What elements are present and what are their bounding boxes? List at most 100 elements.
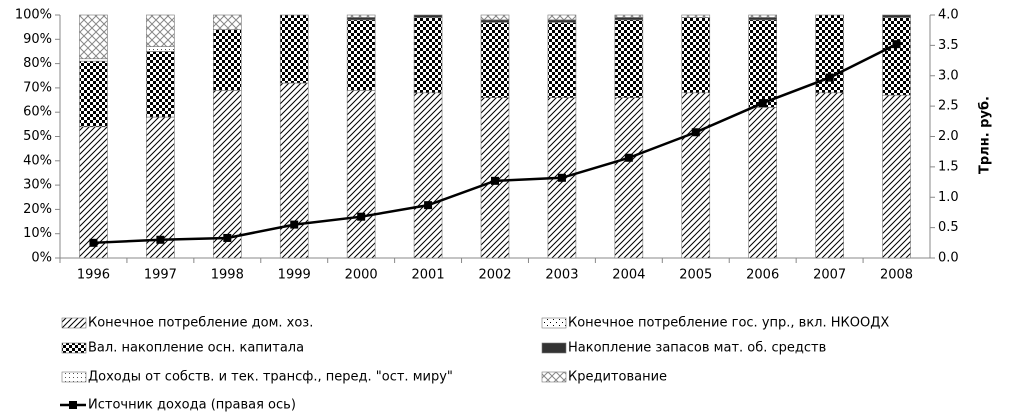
legend-label: Вал. накопление осн. капитала xyxy=(88,341,304,356)
line-marker xyxy=(557,173,566,182)
bar-segment xyxy=(547,14,577,21)
bar-segment xyxy=(213,90,242,259)
x-tick-label: 1999 xyxy=(278,268,311,283)
legend-label: Накопление запасов мат. об. средств xyxy=(568,341,826,356)
bar-segment xyxy=(79,60,108,128)
x-tick-label: 2007 xyxy=(813,268,846,283)
line-marker xyxy=(491,176,499,185)
line-marker xyxy=(758,99,767,108)
y-tick-label: 0% xyxy=(31,251,52,266)
legend-marker xyxy=(69,401,77,409)
line-marker xyxy=(290,220,299,229)
y2-tick-label: 3.0 xyxy=(938,68,959,83)
legend-label: Кредитование xyxy=(568,370,667,385)
y2-axis-label: Трлн. руб. xyxy=(978,96,993,174)
bar-segment xyxy=(480,19,510,23)
line-marker xyxy=(691,128,700,137)
line-marker xyxy=(825,73,834,82)
bar-segment xyxy=(79,58,108,62)
bar-segment xyxy=(547,19,577,23)
x-tick-label: 1998 xyxy=(211,268,244,283)
bar-segment xyxy=(882,94,911,259)
bar-segment xyxy=(748,107,777,259)
y2-tick-label: 3.5 xyxy=(938,38,959,53)
bar-segment xyxy=(413,14,443,18)
y2-tick-label: 4.0 xyxy=(938,8,959,23)
bar-segment xyxy=(882,14,911,18)
line-marker xyxy=(424,201,433,210)
x-tick-label: 2004 xyxy=(612,268,645,283)
y-tick-label: 80% xyxy=(23,56,52,71)
legend-label: Конечное потребление дом. хоз. xyxy=(88,316,313,331)
y-tick-label: 10% xyxy=(23,226,52,241)
bar-segment xyxy=(213,14,242,30)
line-marker xyxy=(624,153,633,162)
legend-swatch xyxy=(541,371,567,383)
legend-label: Конечное потребление гос. упр., вкл. НКО… xyxy=(568,316,889,331)
bar-segment xyxy=(614,17,644,21)
bar-segment xyxy=(279,14,309,84)
y-tick-label: 100% xyxy=(15,8,52,23)
line-marker xyxy=(156,235,165,244)
bar-segment xyxy=(614,97,644,259)
bar-segment xyxy=(346,90,376,259)
bar-segment xyxy=(146,14,175,47)
bar-segment xyxy=(79,14,108,60)
y2-tick-label: 1.0 xyxy=(938,190,959,205)
bar-segment xyxy=(480,14,510,21)
x-tick-label: 2002 xyxy=(478,268,511,283)
x-tick-label: 1997 xyxy=(144,268,177,283)
bar-segment xyxy=(681,17,711,94)
bar-segment xyxy=(413,17,443,94)
x-tick-label: 1996 xyxy=(77,268,110,283)
bar-segment xyxy=(547,21,577,98)
x-tick-label: 2008 xyxy=(880,268,913,283)
y2-tick-label: 0.0 xyxy=(938,251,959,266)
bar-segment xyxy=(146,46,175,52)
bar-segment xyxy=(413,92,443,259)
bar-segment xyxy=(279,82,309,259)
bar-segment xyxy=(748,17,777,21)
legend-label: Источник дохода (правая ось) xyxy=(88,398,296,413)
bar-segment xyxy=(882,17,911,96)
line-marker xyxy=(223,233,232,242)
y-tick-label: 40% xyxy=(23,153,52,168)
line-marker xyxy=(892,40,901,49)
legend-swatch xyxy=(541,342,567,354)
bar-segment xyxy=(748,19,777,108)
legend-label: Доходы от собств. и тек. трансф., перед.… xyxy=(88,370,453,385)
bar-segment xyxy=(213,29,242,91)
y-tick-label: 30% xyxy=(23,178,52,193)
x-tick-label: 2000 xyxy=(345,268,378,283)
y-tick-label: 50% xyxy=(23,129,52,144)
legend-swatch xyxy=(61,317,87,329)
y2-tick-label: 0.5 xyxy=(938,220,959,235)
line-marker xyxy=(357,212,366,221)
bar-segment xyxy=(346,14,376,18)
bar-segment xyxy=(480,21,510,98)
bar-segment xyxy=(346,17,376,21)
legend-swatch xyxy=(61,342,87,354)
bar-segment xyxy=(614,14,644,18)
line-marker xyxy=(89,238,98,247)
y-tick-label: 20% xyxy=(23,202,52,217)
y2-tick-label: 2.0 xyxy=(938,129,959,144)
y-tick-label: 60% xyxy=(23,105,52,120)
bar-segment xyxy=(346,19,376,91)
bar-segment xyxy=(681,92,711,259)
bar-segment xyxy=(146,51,175,118)
x-tick-label: 2001 xyxy=(412,268,445,283)
y-tick-label: 90% xyxy=(23,32,52,47)
y-tick-label: 70% xyxy=(23,80,52,95)
bar-segment xyxy=(681,14,711,18)
y2-tick-label: 1.5 xyxy=(938,159,959,174)
bar-segment xyxy=(748,14,777,18)
y2-tick-label: 2.5 xyxy=(938,99,959,114)
bar-segment xyxy=(815,92,844,259)
x-tick-label: 2006 xyxy=(746,268,779,283)
legend-swatch xyxy=(61,371,87,383)
bar-segment xyxy=(79,126,108,259)
legend-swatch xyxy=(541,317,567,329)
x-tick-label: 2003 xyxy=(545,268,578,283)
